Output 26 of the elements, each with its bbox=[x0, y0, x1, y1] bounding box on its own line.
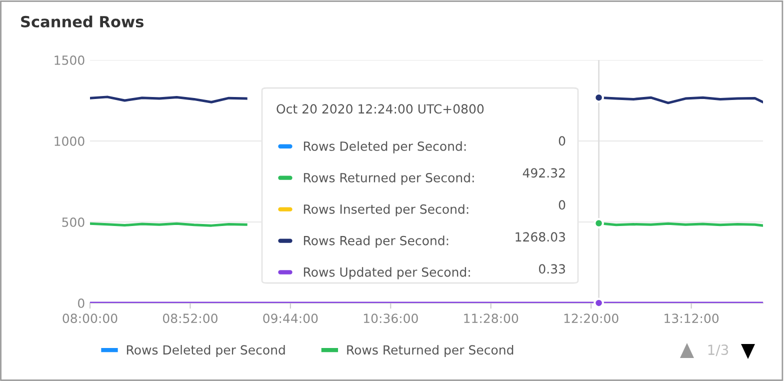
x-tick-label: 10:36:00 bbox=[364, 314, 418, 324]
y-tick-label: 1500 bbox=[54, 55, 84, 65]
y-tick-label: 500 bbox=[62, 217, 84, 227]
x-tick-label: 08:52:00 bbox=[162, 314, 218, 324]
annotation: 0 bbox=[558, 200, 566, 210]
chart-title: Scanned Rows bbox=[21, 16, 144, 28]
legend-label: Rows Deleted per Second bbox=[126, 344, 285, 358]
text: Rows Returned per Second: bbox=[304, 172, 474, 185]
annotation: 0.33 bbox=[538, 264, 565, 274]
annotation: 492.32 bbox=[522, 168, 565, 178]
x-tick-label: 12:20:00 bbox=[564, 314, 618, 324]
x-tick-label: 11:28:00 bbox=[464, 314, 518, 324]
x-tick-label: 08:00:00 bbox=[62, 314, 118, 324]
annotation: Oct 20 2020 12:24:00 UTC+0800 bbox=[276, 104, 484, 114]
text: Rows Read per Second: bbox=[304, 236, 448, 248]
x-tick-label: 13:12:00 bbox=[664, 314, 719, 324]
y-tick-label: 1000 bbox=[54, 136, 84, 146]
x-tick-label: 09:44:00 bbox=[263, 314, 318, 324]
y-tick-label: 0 bbox=[78, 298, 84, 308]
legend-label: Rows Returned per Second bbox=[347, 344, 514, 358]
text: Rows Updated per Second: bbox=[304, 267, 470, 280]
text: Rows Deleted per Second: bbox=[304, 141, 466, 154]
annotation: 1268.03 bbox=[516, 232, 565, 242]
text: Rows Inserted per Second: bbox=[304, 204, 468, 216]
annotation: 0 bbox=[558, 136, 566, 146]
text: 1/3 bbox=[708, 344, 728, 356]
